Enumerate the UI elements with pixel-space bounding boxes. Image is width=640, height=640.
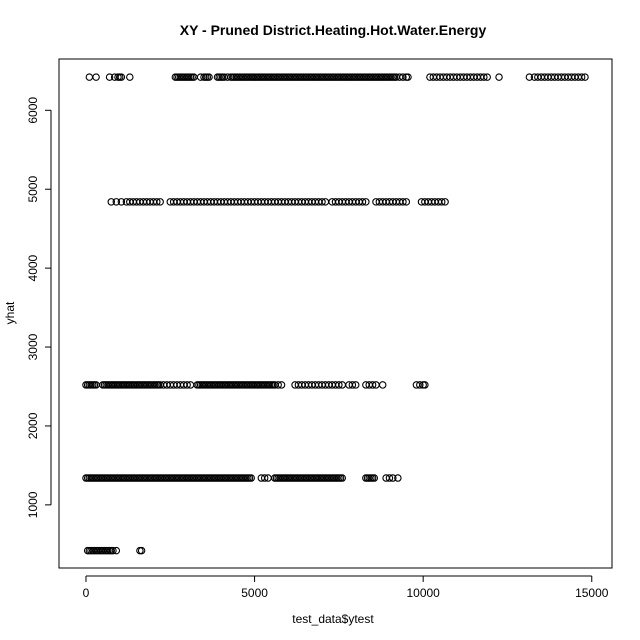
data-point xyxy=(480,73,488,81)
data-point xyxy=(183,381,191,389)
data-point xyxy=(205,73,213,81)
data-point xyxy=(117,198,126,206)
data-point xyxy=(277,381,286,389)
data-point xyxy=(404,73,412,81)
data-point xyxy=(399,73,407,81)
data-point xyxy=(156,198,164,206)
data-point xyxy=(370,474,379,482)
data-point xyxy=(483,73,491,81)
x-tick-label: 5000 xyxy=(241,586,268,600)
data-point xyxy=(153,198,161,206)
data-point xyxy=(437,198,446,206)
data-point xyxy=(368,381,377,389)
data-point xyxy=(402,198,411,206)
y-tick-label: 3000 xyxy=(26,333,40,360)
plot-frame xyxy=(58,58,613,569)
data-point xyxy=(394,474,402,482)
data-point xyxy=(399,198,407,206)
data-point xyxy=(107,198,116,206)
y-tick-label: 5000 xyxy=(26,176,40,203)
data-point xyxy=(362,198,370,206)
data-point xyxy=(441,198,449,206)
data-point xyxy=(92,73,100,81)
data-point xyxy=(581,73,589,81)
data-point xyxy=(416,381,424,389)
data-point xyxy=(348,381,357,389)
y-tick-label: 6000 xyxy=(26,97,40,124)
x-tick-label: 10000 xyxy=(406,586,440,600)
data-point xyxy=(126,73,134,81)
data-points xyxy=(82,73,589,555)
data-point xyxy=(389,474,397,482)
y-tick-label: 4000 xyxy=(26,254,40,281)
data-point xyxy=(318,198,326,206)
data-point xyxy=(378,381,387,389)
x-axis: 0 5000 10000 15000 xyxy=(83,575,609,600)
data-point xyxy=(335,381,343,389)
data-point xyxy=(338,474,346,482)
data-point xyxy=(112,546,121,555)
data-point xyxy=(421,381,429,389)
y-tick-label: 2000 xyxy=(26,412,40,439)
data-point xyxy=(137,546,146,555)
data-point xyxy=(577,73,586,81)
data-point xyxy=(495,73,503,81)
x-tick-label: 15000 xyxy=(575,586,609,600)
y-axis-label: yhat xyxy=(3,301,17,324)
data-point xyxy=(351,381,360,389)
x-tick-label: 0 xyxy=(83,586,90,600)
data-point xyxy=(247,474,255,482)
data-point xyxy=(112,198,121,206)
data-point xyxy=(109,546,117,555)
data-point xyxy=(105,73,114,81)
data-point xyxy=(385,474,394,482)
data-point xyxy=(525,73,534,81)
chart-title: XY - Pruned District.Heating.Hot.Water.E… xyxy=(180,22,487,38)
x-axis-label: test_data$ytest xyxy=(292,612,374,626)
y-axis: 1000 2000 3000 4000 5000 6000 xyxy=(26,97,52,518)
data-point xyxy=(274,381,282,389)
data-point xyxy=(85,73,94,81)
data-point xyxy=(117,73,126,81)
y-tick-label: 1000 xyxy=(26,491,40,518)
data-point xyxy=(260,474,269,482)
data-point xyxy=(358,198,367,206)
